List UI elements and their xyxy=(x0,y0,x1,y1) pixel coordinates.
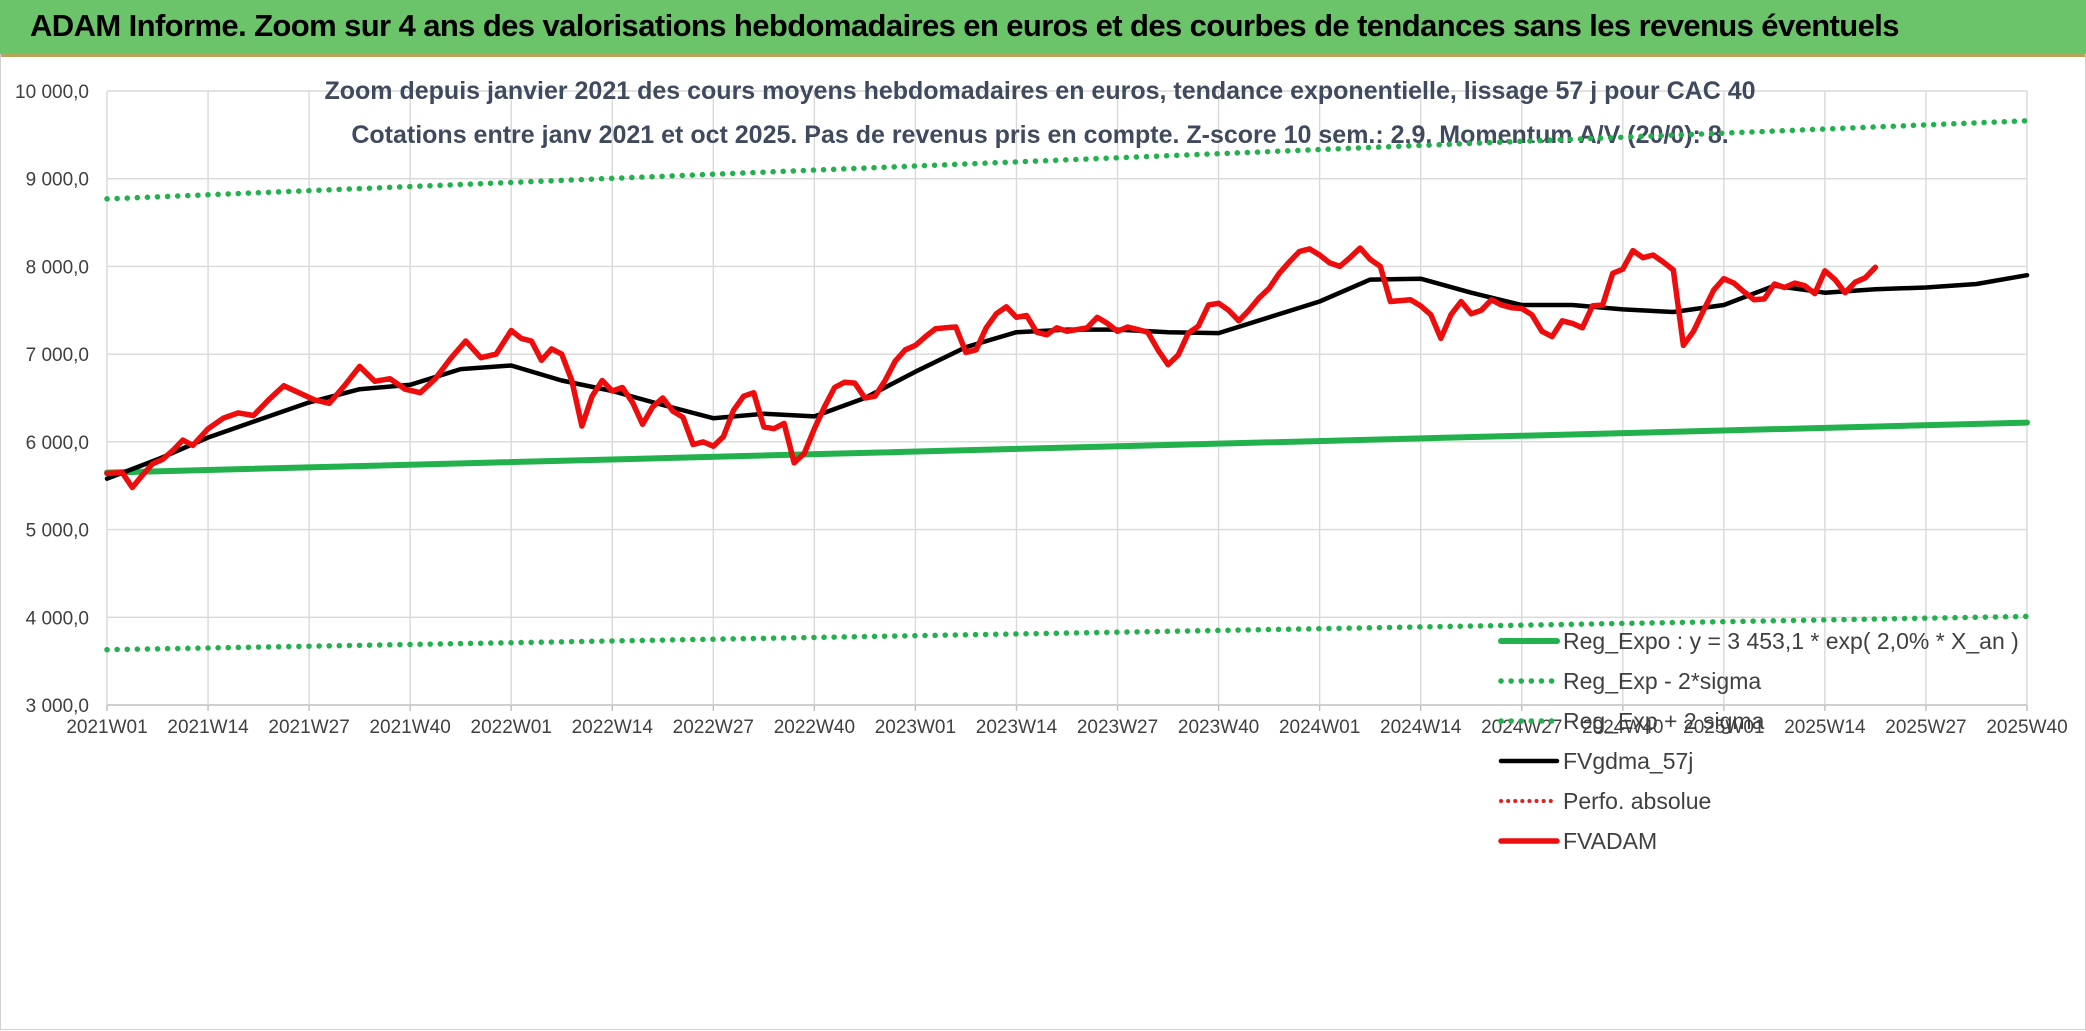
series-line-reg-exp-2-sigma xyxy=(104,118,2030,202)
report-banner: ADAM Informe. Zoom sur 4 ans des valoris… xyxy=(0,0,2086,57)
chart-frame: 3 000,0 4 000,0 5 000,0 6 000,0 7 000,0 8 000… xyxy=(0,54,2086,1030)
x-tick-label: 2021W27 xyxy=(268,717,349,738)
x-tick-label: 2024W14 xyxy=(1380,717,1462,738)
x-tick-label: 2021W40 xyxy=(369,717,450,738)
x-tick-label: 2025W01 xyxy=(1683,717,1764,738)
y-tick-label: 6 000,0 xyxy=(26,433,89,454)
legend-label: Reg_Exp + 2 sigma xyxy=(1563,708,1765,734)
y-tick-label: 9 000,0 xyxy=(26,170,89,191)
x-tick-label: 2023W14 xyxy=(976,717,1058,738)
chart-axes: 3 000,0 4 000,0 5 000,0 6 000,0 7 000,0 8 000… xyxy=(15,82,2068,738)
x-tick-label: 2025W14 xyxy=(1784,717,1866,738)
x-tick-label: 2023W01 xyxy=(875,717,956,738)
x-tick-label: 2021W01 xyxy=(66,717,147,738)
x-tick-label: 2024W40 xyxy=(1582,717,1663,738)
chart-grid xyxy=(106,90,2028,706)
series-line-fvadam xyxy=(104,245,1879,491)
y-tick-label: 10 000,0 xyxy=(15,82,89,103)
legend-label: FVgdma_57j xyxy=(1563,748,1693,774)
y-tick-label: 8 000,0 xyxy=(26,257,89,278)
y-tick-label: 7 000,0 xyxy=(26,345,89,366)
series-line-reg-exp-2-sigma xyxy=(104,613,2030,653)
legend-label: Perfo. absolue xyxy=(1563,788,1711,814)
x-tick-label: 2022W40 xyxy=(774,717,855,738)
x-tick-label: 2023W40 xyxy=(1178,717,1259,738)
series-line-reg-expo-y-3-453-1-exp-2-0-x-an xyxy=(104,419,2030,476)
y-tick-label: 5 000,0 xyxy=(26,521,89,542)
chart-legend: Reg_Expo : y = 3 453,1 * exp( 2,0% * X_a… xyxy=(1498,628,2019,854)
y-tick-label: 3 000,0 xyxy=(26,696,89,717)
line-chart: 3 000,0 4 000,0 5 000,0 6 000,0 7 000,0 8 000… xyxy=(15,77,2068,854)
x-tick-label: 2023W27 xyxy=(1077,717,1158,738)
chart-series xyxy=(104,118,2030,653)
x-tick-label: 2024W01 xyxy=(1279,717,1360,738)
x-tick-label: 2022W14 xyxy=(572,717,654,738)
legend-label: Reg_Exp - 2*sigma xyxy=(1563,668,1761,694)
chart-title: Zoom depuis janvier 2021 des cours moyen… xyxy=(324,77,1755,105)
y-tick-label: 4 000,0 xyxy=(26,608,89,629)
report-title: ADAM Informe. Zoom sur 4 ans des valoris… xyxy=(30,8,1900,43)
x-tick-label: 2021W14 xyxy=(167,717,249,738)
x-tick-label: 2022W01 xyxy=(471,717,552,738)
x-tick-label: 2022W27 xyxy=(673,717,754,738)
legend-label: Reg_Expo : y = 3 453,1 * exp( 2,0% * X_a… xyxy=(1563,628,2019,654)
x-tick-label: 2025W27 xyxy=(1885,717,1966,738)
legend-label: FVADAM xyxy=(1563,828,1657,854)
x-tick-label: 2025W40 xyxy=(1986,717,2067,738)
chart-subtitle: Cotations entre janv 2021 et oct 2025. P… xyxy=(351,121,1728,149)
